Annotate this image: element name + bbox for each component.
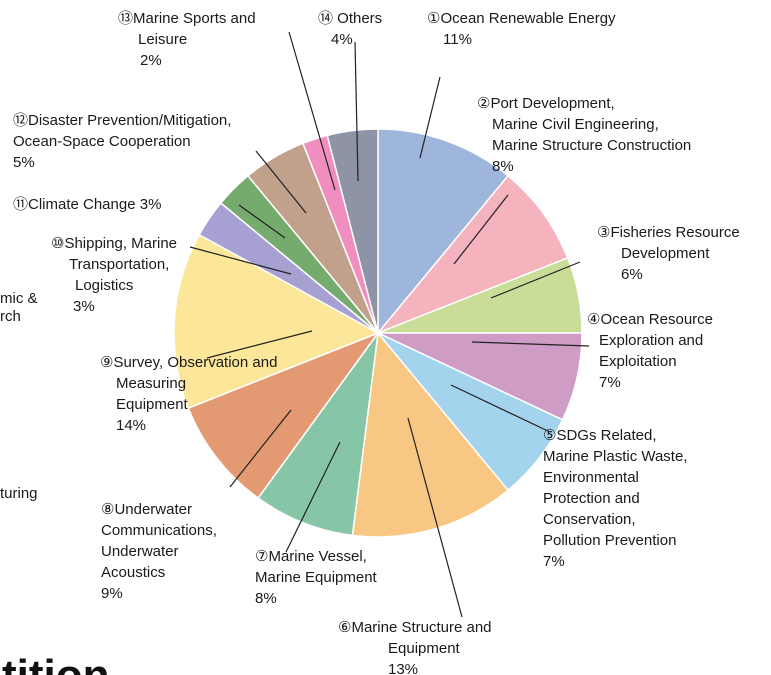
slice-label-8-line-3: Underwater — [101, 543, 179, 560]
slice-label-7-line-3: 8% — [255, 590, 277, 607]
leader-line-4 — [471, 341, 590, 347]
slice-label-14: ⑭ Others 4% — [318, 10, 382, 48]
leader-line-10 — [189, 246, 292, 275]
leader-line-6 — [407, 417, 463, 618]
pie-slice-7 — [257, 332, 379, 537]
slice-label-9-line-1: ⑨Survey, Observation and — [100, 354, 277, 371]
edge-text-left-3: turing — [0, 485, 38, 502]
leader-line-3 — [490, 261, 581, 299]
slice-label-13-line-1: ⑬Marine Sports and — [118, 10, 256, 27]
slice-label-4-line-2: Exploration and — [599, 332, 703, 349]
leader-line-13 — [288, 31, 336, 191]
slice-label-2: ②Port Development, Marine Civil Engineeri… — [477, 95, 691, 175]
slice-label-8: ⑧Underwater Communications, Underwater Acou… — [101, 501, 217, 602]
slice-label-12: ⑫Disaster Prevention/Mitigation, Ocean-Sp… — [13, 112, 231, 171]
slice-label-12-line-1: ⑫Disaster Prevention/Mitigation, — [13, 112, 231, 129]
pie-slices — [173, 128, 583, 538]
edge-text-left-2: rch — [0, 308, 21, 325]
edge-text-left-1: mic & — [0, 290, 38, 307]
slice-label-5-line-1: ⑤SDGs Related, — [543, 427, 657, 444]
slice-label-7-line-2: Marine Equipment — [255, 569, 378, 586]
pie-slice-1 — [377, 128, 510, 336]
slice-label-5-line-7: 7% — [543, 553, 565, 570]
pie-slice-8 — [187, 331, 381, 500]
leader-line-7 — [285, 441, 341, 553]
slice-label-6-line-1: ⑥Marine Structure and — [338, 619, 492, 636]
slice-label-5-line-2: Marine Plastic Waste, — [543, 448, 688, 465]
slice-label-10-line-3: Logistics — [75, 277, 133, 294]
slice-label-7: ⑦Marine Vessel, Marine Equipment 8% — [255, 548, 378, 607]
slice-labels: ①Ocean Renewable Energy 11% ②Port Developm… — [13, 10, 740, 675]
pie-slice-2 — [377, 174, 569, 334]
slice-label-7-line-1: ⑦Marine Vessel, — [255, 548, 367, 565]
slice-label-5-line-5: Conservation, — [543, 511, 636, 528]
slice-label-3-line-3: 6% — [621, 266, 643, 283]
leader-line-5 — [450, 384, 551, 433]
slice-label-2-line-3: Marine Structure Construction — [492, 137, 691, 154]
slice-label-3-line-1: ③Fisheries Resource — [597, 224, 740, 241]
slice-label-2-line-2: Marine Civil Engineering, — [492, 116, 659, 133]
slice-label-14-line-1: ⑭ Others — [318, 10, 382, 27]
slice-label-3-line-2: Development — [621, 245, 710, 262]
slice-label-1-line-2: 11% — [443, 31, 472, 48]
leader-line-9 — [206, 330, 313, 359]
slice-label-5-line-4: Protection and — [543, 490, 640, 507]
slice-label-12-line-2: Ocean-Space Cooperation — [13, 133, 191, 150]
slice-label-10-line-4: 3% — [73, 298, 95, 315]
leader-line-2 — [453, 194, 509, 265]
slice-label-4-line-4: 7% — [599, 374, 621, 391]
slice-label-9-line-3: Equipment — [116, 396, 189, 413]
slice-label-5-line-3: Environmental — [543, 469, 639, 486]
slice-label-11: ⑪Climate Change 3% — [13, 196, 161, 213]
leader-line-14 — [354, 41, 359, 182]
slice-label-3: ③Fisheries Resource Development 6% — [597, 224, 740, 283]
slice-label-9-line-4: 14% — [116, 417, 146, 434]
pie-slice-14 — [326, 128, 379, 334]
slice-label-14-line-2: 4% — [331, 31, 353, 48]
slice-label-1-line-1: ①Ocean Renewable Energy — [427, 10, 616, 27]
slice-label-11-line-1: ⑪Climate Change 3% — [13, 196, 161, 213]
slice-label-13-line-3: 2% — [140, 52, 162, 69]
slice-label-10-line-1: ⑩Shipping, Marine — [51, 235, 177, 252]
leader-line-11 — [238, 204, 286, 239]
slice-label-8-line-5: 9% — [101, 585, 123, 602]
slice-label-6: ⑥Marine Structure and Equipment 13% — [338, 619, 492, 675]
slice-label-8-line-4: Acoustics — [101, 564, 165, 581]
slice-label-9: ⑨Survey, Observation and Measuring Equipme… — [100, 354, 277, 434]
slice-label-9-line-2: Measuring — [116, 375, 186, 392]
slice-label-13: ⑬Marine Sports and Leisure 2% — [118, 10, 256, 69]
slice-label-6-line-2: Equipment — [388, 640, 461, 657]
pie-slice-6 — [351, 331, 510, 538]
slice-label-2-line-1: ②Port Development, — [477, 95, 615, 112]
slice-label-5-line-6: Pollution Prevention — [543, 532, 676, 549]
slice-label-4: ④Ocean Resource Exploration and Exploitati… — [587, 311, 713, 391]
slice-label-6-line-3: 13% — [388, 661, 418, 675]
leader-lines — [189, 31, 590, 618]
edge-text-bottom: tition — [2, 651, 110, 675]
slice-label-8-line-2: Communications, — [101, 522, 217, 539]
slice-label-10-line-2: Transportation, — [69, 256, 169, 273]
slice-label-4-line-1: ④Ocean Resource — [587, 311, 713, 328]
slice-label-12-line-3: 5% — [13, 154, 35, 171]
slice-label-2-line-4: 8% — [492, 158, 514, 175]
slice-label-1: ①Ocean Renewable Energy 11% — [427, 10, 616, 48]
slice-label-5: ⑤SDGs Related, Marine Plastic Waste, Envir… — [543, 427, 688, 570]
leader-line-12 — [255, 150, 307, 214]
slice-label-8-line-1: ⑧Underwater — [101, 501, 192, 518]
slice-label-13-line-2: Leisure — [138, 31, 187, 48]
slice-label-10: ⑩Shipping, Marine Transportation, Logistic… — [51, 235, 177, 315]
leader-line-8 — [229, 409, 292, 488]
slice-label-4-line-3: Exploitation — [599, 353, 677, 370]
leader-line-1 — [419, 76, 441, 159]
